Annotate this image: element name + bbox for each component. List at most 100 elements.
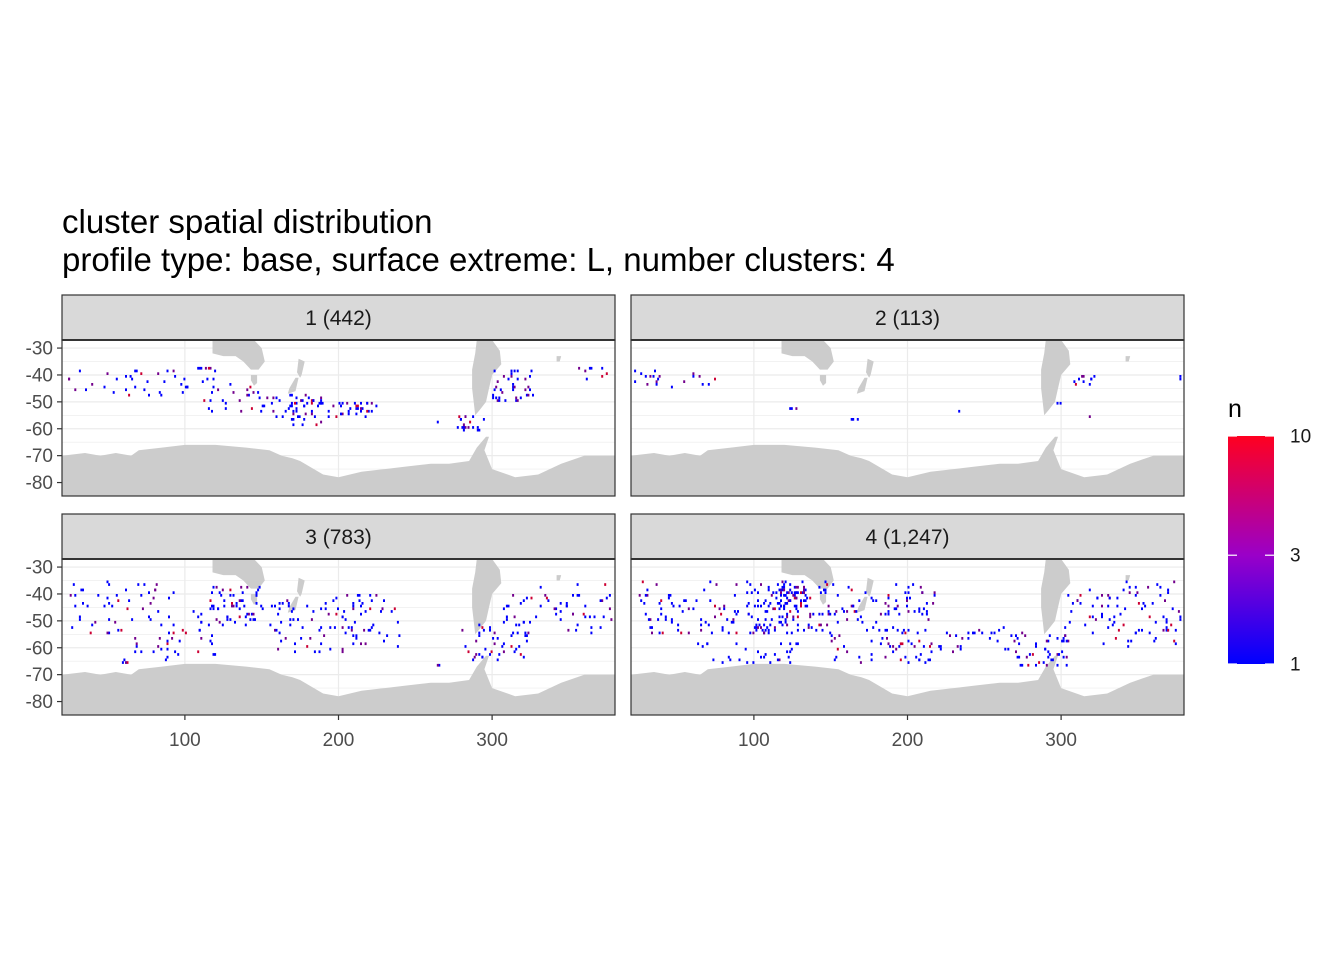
heat-cell xyxy=(519,653,522,656)
heat-cell xyxy=(1128,591,1131,594)
heat-cell xyxy=(378,631,381,635)
heat-cell xyxy=(306,604,309,608)
heat-cell xyxy=(274,604,276,608)
heat-cell xyxy=(249,618,252,621)
heat-cell xyxy=(852,604,855,608)
heat-cell xyxy=(496,399,499,402)
heat-cell xyxy=(333,626,336,629)
heat-cell xyxy=(998,628,1001,632)
heat-cell xyxy=(292,412,295,416)
heat-cell xyxy=(784,594,787,597)
heat-cell xyxy=(212,585,215,589)
heat-cell xyxy=(229,594,232,597)
heat-cell xyxy=(320,642,323,646)
heat-cell xyxy=(306,401,309,405)
heat-cell xyxy=(786,650,789,654)
heat-cell xyxy=(692,607,695,611)
heat-cell xyxy=(952,650,954,654)
heat-cell xyxy=(499,388,502,392)
heat-cell xyxy=(772,591,775,594)
heat-cell xyxy=(103,385,106,389)
heat-cell xyxy=(493,642,496,646)
heat-cell xyxy=(919,585,922,589)
heat-cell xyxy=(735,612,738,616)
heat-cell xyxy=(290,393,293,397)
heat-cell xyxy=(746,604,749,608)
legend-colorbar xyxy=(1228,436,1274,664)
heat-cell xyxy=(789,642,792,646)
heat-cell xyxy=(789,599,792,602)
heat-cell xyxy=(436,663,439,667)
heat-cell xyxy=(924,628,927,632)
heat-cell xyxy=(294,650,296,654)
heat-cell xyxy=(223,604,226,608)
heat-cell xyxy=(938,645,941,648)
heat-cell xyxy=(760,655,762,659)
heat-cell xyxy=(469,420,472,424)
heat-cell xyxy=(172,623,175,627)
heat-cell xyxy=(473,655,476,659)
heat-cell xyxy=(355,412,358,416)
heat-cell xyxy=(366,409,369,413)
heat-cell xyxy=(945,631,948,635)
heat-cell xyxy=(1173,639,1176,643)
heat-cell xyxy=(746,591,749,594)
heat-cell xyxy=(1013,639,1016,643)
heat-cell xyxy=(1151,602,1154,605)
land-mass-5 xyxy=(287,596,299,613)
heat-cell xyxy=(224,401,227,405)
heat-cell xyxy=(224,407,227,410)
heat-cell xyxy=(856,618,859,621)
heat-cell xyxy=(667,594,670,597)
heat-cell xyxy=(795,607,798,611)
heat-cell xyxy=(792,615,795,619)
heat-cell xyxy=(1167,588,1170,592)
heat-cell xyxy=(234,620,236,624)
heat-cell xyxy=(697,642,700,646)
heat-cell xyxy=(714,615,716,619)
heat-cell xyxy=(907,628,910,632)
y-tick-label: -30 xyxy=(26,339,53,360)
heat-cell xyxy=(780,642,782,646)
heat-cell xyxy=(247,393,250,397)
heat-cell xyxy=(207,623,210,627)
heat-cell xyxy=(895,599,898,602)
heat-cell xyxy=(812,612,815,616)
heat-cell xyxy=(200,637,203,640)
heat-cell xyxy=(544,594,547,597)
heat-cell xyxy=(1124,607,1127,611)
heat-cell xyxy=(727,631,730,635)
heat-cell xyxy=(166,655,169,659)
heat-cell xyxy=(858,655,861,659)
heat-cell xyxy=(255,602,258,605)
heat-cell xyxy=(1091,615,1094,619)
heat-cell xyxy=(796,585,799,589)
heat-cell xyxy=(370,599,373,602)
heat-cell xyxy=(578,594,581,597)
heat-cell xyxy=(250,407,253,410)
heat-cell xyxy=(106,580,109,584)
heat-cell xyxy=(916,631,919,635)
heat-cell xyxy=(489,653,491,656)
heat-cell xyxy=(776,583,779,586)
heat-cell xyxy=(672,604,675,608)
heat-cell xyxy=(192,610,195,613)
heat-cell xyxy=(723,604,726,608)
heat-cell xyxy=(68,377,71,381)
heat-cell xyxy=(870,658,873,662)
heat-cell xyxy=(881,637,884,640)
heat-cell xyxy=(846,650,849,654)
heat-cell xyxy=(1015,634,1017,637)
heat-cell xyxy=(846,610,849,613)
heat-cell xyxy=(360,409,362,413)
heat-cell xyxy=(91,623,94,627)
heat-cell xyxy=(712,658,715,662)
heat-cell xyxy=(887,642,890,646)
heat-cell xyxy=(507,604,510,608)
heat-cell xyxy=(608,607,611,611)
heat-cell xyxy=(832,583,835,586)
heat-cell xyxy=(1025,655,1028,659)
heat-cell xyxy=(555,607,558,611)
heat-cell xyxy=(803,591,805,594)
land-mass-1 xyxy=(472,340,502,416)
